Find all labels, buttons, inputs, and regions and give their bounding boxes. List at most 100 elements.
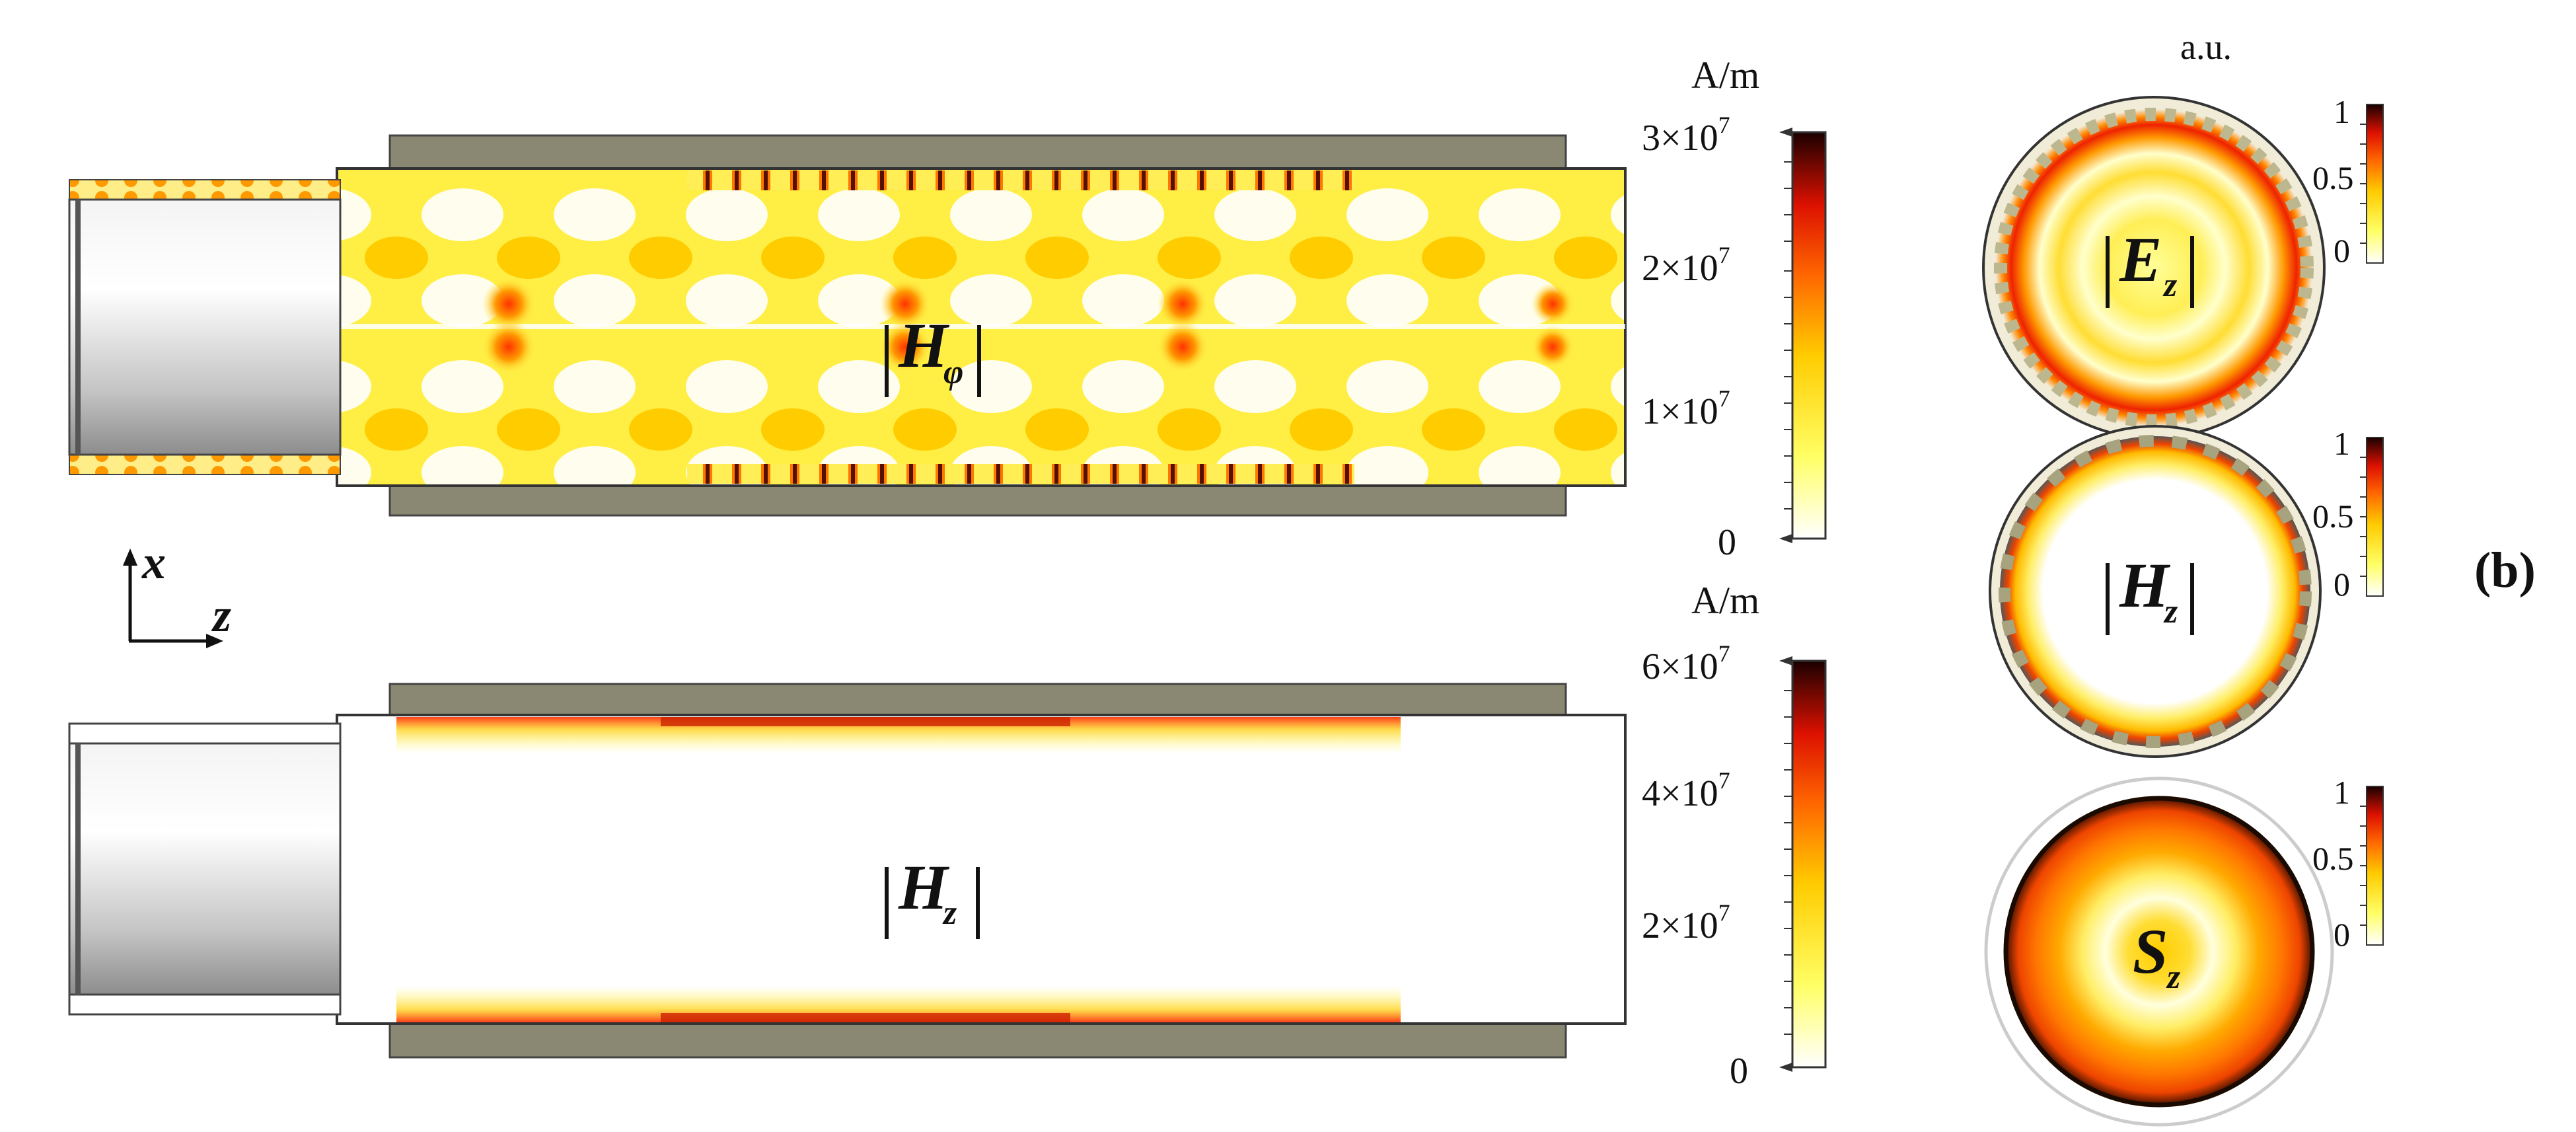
hotspot [1158, 322, 1208, 372]
hz-circle-label-bar-right: | [2184, 547, 2200, 635]
hz-field-region [336, 714, 1627, 1025]
hphi-label-sub: φ [943, 354, 963, 391]
tick-mantissa: 3×10 [1642, 118, 1718, 159]
colorbar-top [1791, 131, 1827, 540]
hz-circle-label-sub: z [2163, 593, 2178, 630]
hotspot [1158, 279, 1208, 329]
colorbar-bottom-max-arrow [1779, 656, 1792, 665]
hz-label-main: H [898, 852, 950, 923]
colorbar-bottom-min-arrow [1779, 1063, 1792, 1072]
hz-circle-label-bar-left: | [2100, 547, 2116, 635]
hz-colorbar-ticks [2360, 457, 2367, 577]
top-colorbar-tick-2: 2×107 [1642, 241, 1730, 289]
cathode-top [68, 198, 342, 456]
sz-colorbar [2366, 786, 2384, 946]
hz-cross-section: | H z | [1989, 425, 2384, 758]
tick-exponent: 7 [1718, 385, 1730, 412]
ez-label-bar-left: | [2100, 220, 2116, 308]
sz-colorbar-ticks [2360, 806, 2367, 926]
top-colorbar-tick-1: 1×107 [1642, 385, 1730, 433]
bottom-colorbar-tick-0: 0 [1730, 1044, 1748, 1092]
bottom-colorbar-tick-2: 4×107 [1642, 767, 1730, 815]
top-colorbar-tick-max: 3×107 [1642, 111, 1730, 159]
tick-exponent: 7 [1718, 640, 1730, 667]
bottom-colorbar-unit: A/m [1691, 579, 1760, 622]
hz-edge-core-top [661, 717, 1070, 726]
sz-colorbar-tick-half: 0.5 [2312, 840, 2354, 877]
hz-field-disc [2000, 436, 2310, 747]
hz-label-bar-left: | [879, 851, 895, 939]
bottom-colorbar-tick-max: 6×107 [1642, 640, 1730, 688]
tick-exponent: 7 [1718, 112, 1730, 138]
panel-label-b: (b) [2474, 543, 2536, 598]
hz-colorbar-tick-0: 0 [2334, 566, 2350, 603]
tick-exponent: 7 [1718, 899, 1730, 926]
tick-exponent: 7 [1718, 767, 1730, 794]
axis-z-arrowhead [206, 634, 223, 648]
colorbar-top-max-arrow [1779, 128, 1792, 137]
tick-mantissa: 6×10 [1642, 646, 1718, 687]
right-column-unit: a.u. [2180, 27, 2232, 67]
top-colorbar-tick-0: 0 [1718, 515, 1736, 564]
sz-cross-section: S z [1984, 776, 2384, 1127]
colorbar-top-min-arrow [1779, 534, 1792, 543]
ez-colorbar-tick-1: 1 [2334, 93, 2350, 130]
hotspot [1531, 326, 1574, 368]
ez-colorbar-ticks [2360, 124, 2367, 244]
hz-colorbar-tick-1: 1 [2334, 425, 2350, 462]
ez-label-main: E [2119, 224, 2162, 295]
hotspot [1531, 283, 1574, 325]
sz-field-disc [2003, 796, 2315, 1108]
colorbar-bottom-ticks [1784, 690, 1792, 1035]
hz-label-bar-right: | [970, 851, 986, 939]
axis-x-label: x [141, 536, 166, 589]
bottom-colorbar-tick-1: 2×107 [1642, 899, 1730, 947]
ez-label-bar-right: | [2184, 220, 2200, 308]
beam-tube-upper [69, 179, 341, 200]
ez-colorbar [2366, 104, 2384, 264]
hotspot [880, 322, 930, 372]
sz-colorbar-tick-1: 1 [2334, 774, 2350, 811]
coordinate-axes [123, 548, 223, 648]
axis-line [337, 324, 1625, 329]
ez-colorbar-tick-half: 0.5 [2312, 159, 2354, 196]
anode-top-upper [388, 134, 1567, 173]
ez-vane-ring [1994, 108, 2314, 428]
tick-mantissa: 2×10 [1642, 905, 1718, 946]
hotspot [880, 279, 930, 329]
hz-edge-core-bottom [661, 1013, 1070, 1022]
tick-mantissa: 1×10 [1642, 391, 1718, 432]
hphi-label-main: H [898, 310, 950, 381]
anode-bottom-upper [388, 683, 1567, 718]
hz-colorbar-tick-half: 0.5 [2312, 498, 2354, 535]
ez-label-sub: z [2162, 266, 2178, 304]
ez-cross-section: | E z | [1982, 96, 2384, 439]
ez-field-disc [1995, 109, 2312, 426]
colorbar-bottom [1791, 660, 1827, 1069]
hz-label-sub: z [942, 894, 957, 932]
tick-mantissa: 0 [1730, 1051, 1748, 1092]
sz-label-main: S [2133, 916, 2168, 987]
hphi-label-bar-left: | [879, 309, 895, 397]
top-colorbar-unit: A/m [1691, 54, 1760, 96]
hphi-label-bar-right: | [971, 309, 987, 397]
beam-tube-lower [69, 454, 341, 475]
hotspot [482, 278, 535, 330]
hz-vane-ring [1999, 435, 2312, 748]
hz-circle-label-main: H [2119, 550, 2171, 621]
colorbar-top-ticks [1784, 161, 1792, 509]
anode-bottom-lower [388, 1020, 1567, 1059]
axis-x-arrowhead [123, 548, 137, 566]
sz-colorbar-tick-0: 0 [2334, 916, 2350, 953]
axis-z-label: z [211, 589, 231, 642]
cathode-bottom [68, 742, 342, 996]
tick-mantissa: 2×10 [1642, 248, 1718, 289]
anode-top-lower [388, 481, 1567, 517]
tick-mantissa: 0 [1718, 522, 1736, 563]
hz-colorbar [2366, 437, 2384, 597]
ripple-band-bottom [687, 464, 1354, 484]
ripple-band-top [687, 170, 1354, 190]
bottom-panel: | H z | [68, 656, 1827, 1072]
hotspot [482, 321, 535, 373]
